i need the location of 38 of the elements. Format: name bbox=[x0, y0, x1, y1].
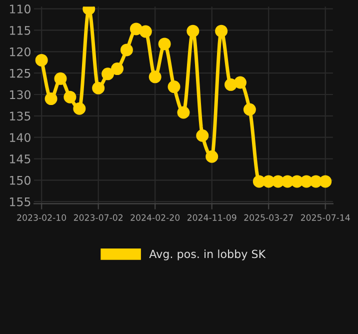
point bbox=[215, 24, 228, 38]
x-tick-label: 2023-07-02 bbox=[74, 214, 122, 221]
y-tick-label: 125 bbox=[10, 68, 30, 78]
point bbox=[102, 68, 114, 80]
y-tick-label: 155 bbox=[10, 197, 30, 206]
x-tick-label: 2024-11-09 bbox=[187, 214, 236, 221]
point bbox=[319, 175, 332, 188]
point bbox=[92, 82, 105, 94]
x-tick-label: 2024-02-20 bbox=[130, 214, 180, 221]
y-tick-label: 115 bbox=[10, 26, 30, 35]
y-tick-label: 135 bbox=[10, 112, 30, 121]
point bbox=[120, 44, 133, 56]
y-tick-label: 110 bbox=[10, 4, 30, 14]
y-tick-label: 150 bbox=[10, 176, 30, 185]
point bbox=[111, 62, 124, 76]
x-tick-label: 2025-07-14 bbox=[300, 214, 350, 221]
point bbox=[234, 76, 246, 89]
point bbox=[168, 80, 180, 94]
legend-label: Avg. pos. in lobby SK bbox=[149, 250, 266, 260]
point bbox=[73, 102, 86, 115]
point bbox=[35, 54, 48, 66]
x-tick-label: 2025-03-27 bbox=[244, 214, 293, 221]
point bbox=[139, 25, 152, 38]
y-tick-label: 120 bbox=[10, 47, 30, 56]
x-tick-label: 2023-02-10 bbox=[17, 214, 66, 221]
y-tick-label: 130 bbox=[10, 90, 30, 100]
point bbox=[243, 103, 256, 116]
point bbox=[186, 24, 200, 38]
point bbox=[44, 92, 58, 106]
point bbox=[177, 106, 190, 119]
y-tick-label: 140 bbox=[10, 133, 30, 142]
point bbox=[196, 129, 209, 142]
y-tick-label: 145 bbox=[10, 154, 30, 164]
point bbox=[158, 38, 171, 50]
point bbox=[64, 90, 76, 104]
point bbox=[148, 70, 162, 84]
point bbox=[206, 150, 218, 163]
point bbox=[54, 72, 67, 85]
